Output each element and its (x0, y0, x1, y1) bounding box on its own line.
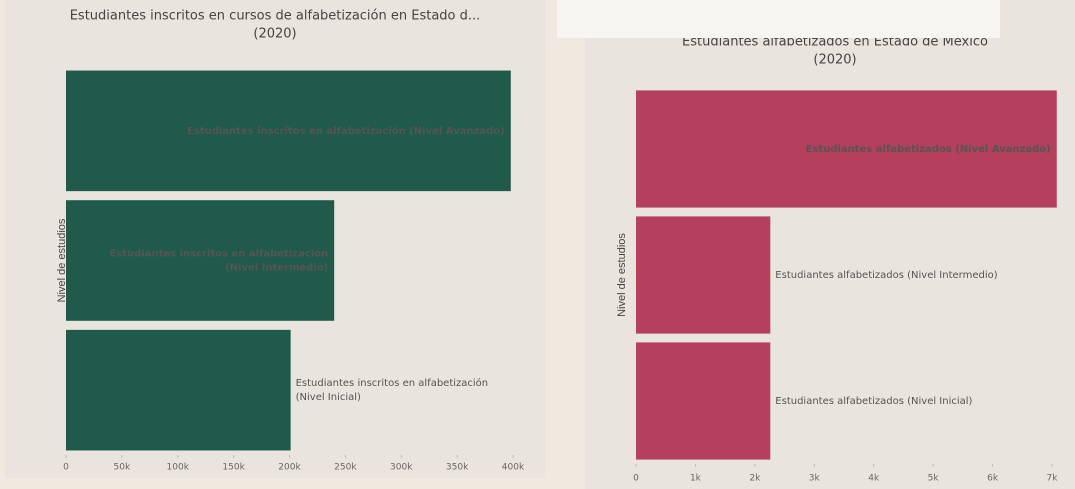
x-tick-label: 400k (502, 463, 525, 473)
x-tick-label: 200k (278, 463, 301, 473)
bar-label: Estudiantes alfabetizados (Nivel Interme… (775, 270, 997, 281)
bar-label: Estudiantes alfabetizados (Nivel Avanzad… (806, 144, 1051, 155)
bar (636, 90, 1057, 208)
chart-subtitle: (2020) (253, 27, 296, 42)
bar (636, 216, 771, 334)
x-tick-label: 4k (868, 474, 880, 484)
x-tick-label: 5k (928, 474, 940, 484)
chart-title: Estudiantes inscritos en cursos de alfab… (70, 9, 481, 24)
x-tick-label: 0 (633, 474, 639, 484)
header-box (557, 0, 1000, 38)
chart-subtitle: (2020) (813, 53, 856, 68)
chart-title: Estudiantes alfabetizados en Estado de M… (682, 35, 988, 50)
y-axis-label: Nivel de estudios (616, 233, 628, 317)
x-tick-label: 150k (222, 463, 245, 473)
x-tick-label: 3k (809, 474, 821, 484)
x-tick-label: 100k (167, 463, 190, 473)
y-axis-label: Nivel de estudios (56, 218, 68, 302)
x-tick-label: 1k (690, 474, 702, 484)
bar (66, 70, 511, 192)
bar (636, 342, 771, 460)
x-tick-label: 0 (63, 463, 69, 473)
bar (66, 200, 335, 321)
bar-label: Estudiantes alfabetizados (Nivel Inicial… (775, 396, 972, 407)
bar-label: Estudiantes inscritos en alfabetización … (187, 125, 505, 137)
x-tick-label: 300k (390, 463, 413, 473)
x-tick-label: 2k (749, 474, 761, 484)
bar-label: Estudiantes inscritos en alfabetización(… (109, 248, 328, 274)
x-tick-label: 6k (987, 474, 999, 484)
bar (66, 329, 291, 451)
x-tick-label: 250k (334, 463, 357, 473)
x-tick-label: 350k (446, 463, 469, 473)
x-tick-label: 50k (114, 463, 131, 473)
bar-label: Estudiantes inscritos en alfabetización(… (296, 377, 489, 403)
x-tick-label: 7k (1047, 474, 1059, 484)
